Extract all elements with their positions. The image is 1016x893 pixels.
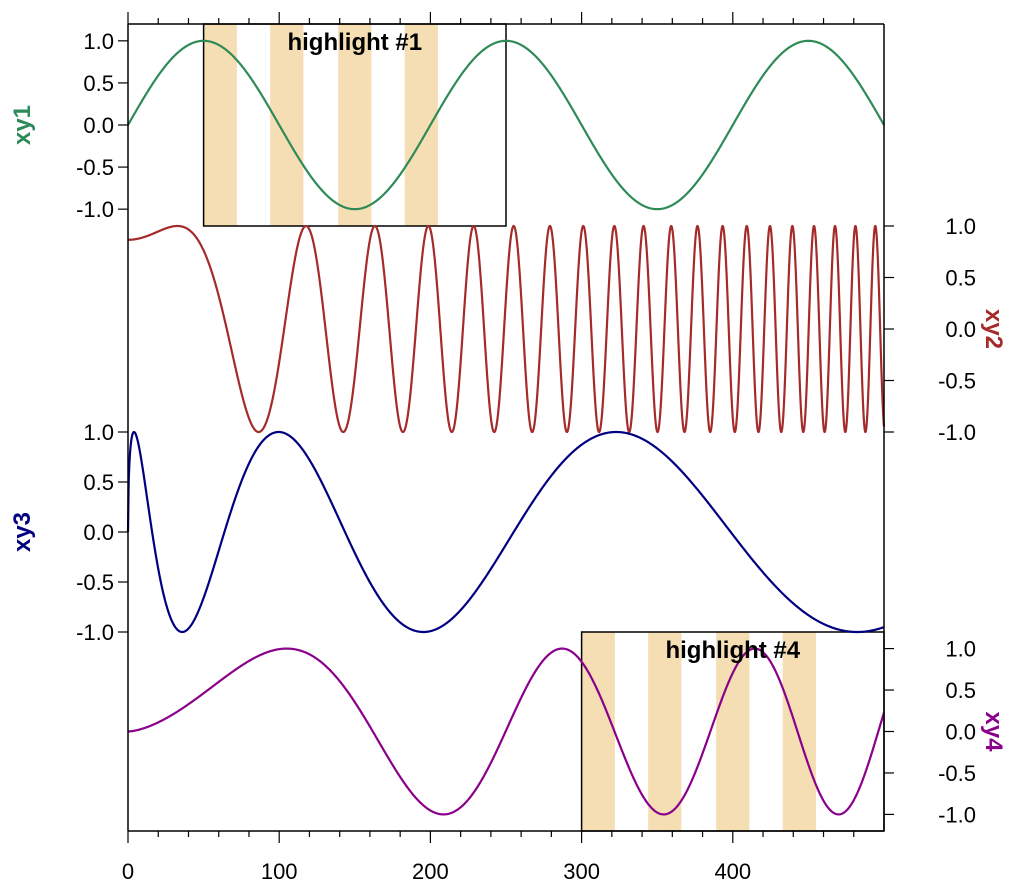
y-tick-label-xy1-2: 0.5 — [83, 71, 114, 96]
highlight-title-1: highlight #1 — [287, 29, 422, 56]
y-tick-label-xy1-1: 1.0 — [83, 29, 114, 54]
highlight-band-1-4 — [404, 24, 438, 226]
y-tick-label-xy2-5: -1.0 — [938, 420, 976, 445]
y-tick-label-xy3-1: 1.0 — [83, 420, 114, 445]
y-axis-title-xy1: xy1 — [9, 105, 36, 145]
y-tick-label-xy4-4: -0.5 — [938, 761, 976, 786]
highlight-band-4-3 — [716, 632, 750, 831]
highlight-layer — [202, 23, 885, 832]
y-tick-label-xy2-4: -0.5 — [938, 369, 976, 394]
y-tick-label-xy3-2: 0.5 — [83, 470, 114, 495]
y-tick-label-xy4-5: -1.0 — [938, 802, 976, 827]
highlight-band-4-1 — [581, 632, 615, 831]
x-tick-label-5: 400 — [714, 859, 751, 884]
y-tick-label-xy3-4: -0.5 — [76, 570, 114, 595]
y-tick-label-xy4-2: 0.5 — [945, 678, 976, 703]
y-tick-label-xy2-1: 1.0 — [945, 214, 976, 239]
series-line-xy4 — [127, 647, 886, 816]
highlight-band-4-2 — [648, 632, 682, 831]
y-axis-title-xy4: xy4 — [980, 711, 1007, 752]
y-tick-label-xy4-1: 1.0 — [945, 637, 976, 662]
y-tick-label-xy1-4: -0.5 — [76, 155, 114, 180]
y-tick-label-xy3-3: 0.0 — [83, 520, 114, 545]
y-tick-label-xy2-3: 0.0 — [945, 317, 976, 342]
y-tick-label-xy3-5: -1.0 — [76, 620, 114, 645]
label-layer: highlight #1 1.0 0.5 0.0 -0.5 -1.0 xy1 1.0 0.5 0.… — [9, 29, 1007, 884]
x-tick-label-2: 100 — [261, 859, 298, 884]
series-line-xy2 — [127, 224, 886, 434]
y-tick-label-xy2-2: 0.5 — [945, 266, 976, 291]
curve-layer — [126, 39, 886, 816]
y-axis-title-xy2: xy2 — [980, 309, 1007, 349]
highlight-title-4: highlight #4 — [665, 637, 800, 664]
x-tick-label-3: 200 — [412, 859, 449, 884]
axis-layer — [118, 12, 894, 843]
y-tick-label-xy1-5: -1.0 — [76, 197, 114, 222]
x-tick-label-4: 300 — [563, 859, 600, 884]
series-line-xy3 — [126, 430, 885, 634]
highlight-band-1-1 — [203, 24, 237, 226]
y-tick-label-xy4-3: 0.0 — [945, 720, 976, 745]
y-tick-label-xy1-3: 0.0 — [83, 113, 114, 138]
series-line-xy1 — [127, 39, 885, 211]
highlight-band-4-4 — [782, 632, 816, 831]
x-tick-label-1: 0 — [122, 859, 134, 884]
highlight-band-1-3 — [338, 24, 372, 226]
highlight-band-1-2 — [270, 24, 304, 226]
y-axis-title-xy3: xy3 — [9, 512, 36, 552]
